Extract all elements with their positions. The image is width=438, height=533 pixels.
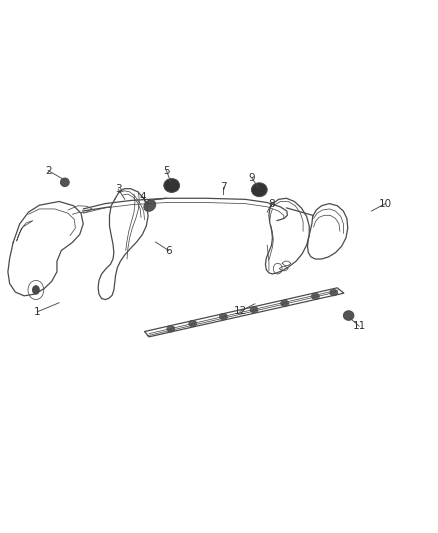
Text: 12: 12 <box>233 306 247 316</box>
Text: 3: 3 <box>115 184 122 194</box>
Text: 9: 9 <box>248 173 255 183</box>
Circle shape <box>32 285 40 295</box>
Text: 11: 11 <box>353 321 366 331</box>
Ellipse shape <box>164 179 180 192</box>
Ellipse shape <box>330 289 338 296</box>
Ellipse shape <box>144 200 156 212</box>
Text: 6: 6 <box>165 246 172 255</box>
Ellipse shape <box>311 293 319 300</box>
Text: 4: 4 <box>139 192 146 202</box>
Text: 2: 2 <box>45 166 52 175</box>
Ellipse shape <box>251 183 267 197</box>
Text: 5: 5 <box>163 166 170 175</box>
Text: 8: 8 <box>268 199 275 208</box>
Ellipse shape <box>219 313 227 320</box>
Text: 1: 1 <box>34 307 41 317</box>
Text: 7: 7 <box>220 182 227 191</box>
Ellipse shape <box>189 320 197 327</box>
Ellipse shape <box>343 311 354 320</box>
Ellipse shape <box>281 300 289 306</box>
Ellipse shape <box>250 306 258 313</box>
Ellipse shape <box>167 326 175 332</box>
Ellipse shape <box>60 178 69 187</box>
Text: 10: 10 <box>379 199 392 208</box>
